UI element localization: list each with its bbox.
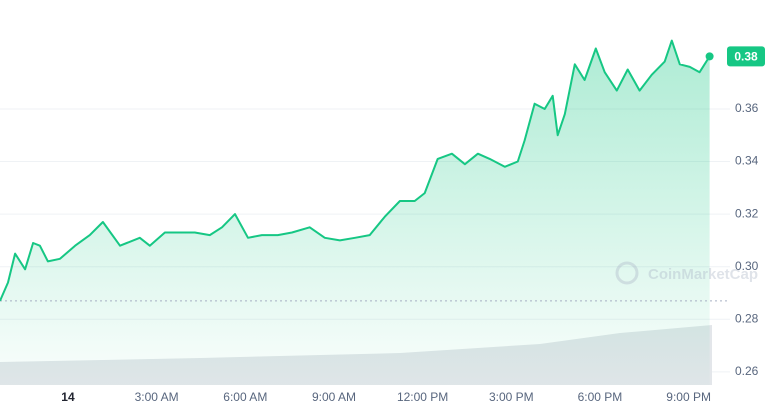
plot bbox=[0, 39, 730, 385]
price-line bbox=[0, 39, 711, 302]
y-tick-label: 0.36 bbox=[735, 101, 759, 115]
y-tick-label: 0.28 bbox=[735, 311, 759, 325]
x-tick-label: 6:00 AM bbox=[223, 390, 267, 404]
y-tick-label: 0.30 bbox=[735, 259, 759, 273]
x-tick-label: 3:00 AM bbox=[135, 390, 179, 404]
area-fill bbox=[0, 40, 710, 385]
watermark-text: CoinMarketCap bbox=[648, 266, 758, 283]
x-tick-label: 9:00 AM bbox=[312, 390, 356, 404]
x-tick-label: 6:00 PM bbox=[578, 390, 623, 404]
watermark: CoinMarketCap bbox=[615, 261, 758, 285]
y-tick-label: 0.26 bbox=[735, 364, 759, 378]
x-tick-label: 14 bbox=[61, 390, 75, 404]
price-badge-label: 0.38 bbox=[734, 50, 758, 64]
last-point bbox=[705, 52, 714, 61]
x-tick-label: 3:00 PM bbox=[489, 390, 534, 404]
y-tick-label: 0.32 bbox=[735, 206, 759, 220]
x-tick-label: 9:00 PM bbox=[666, 390, 711, 404]
price-badge bbox=[727, 46, 765, 67]
y-tick-label: 0.34 bbox=[735, 154, 759, 168]
x-tick-label: 12:00 PM bbox=[397, 390, 448, 404]
